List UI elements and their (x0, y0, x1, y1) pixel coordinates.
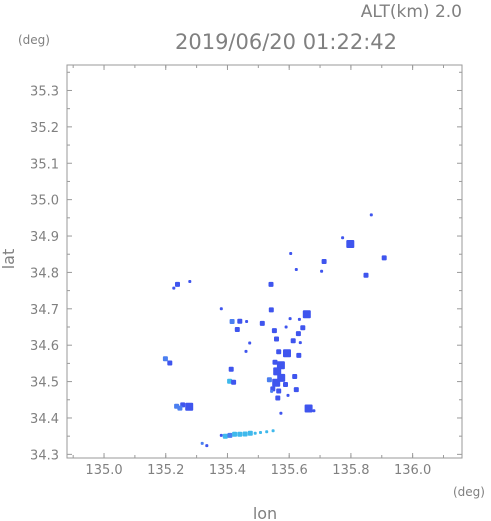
echo-point (320, 269, 324, 273)
echo-point (247, 430, 253, 436)
echo-point (270, 389, 274, 393)
echo-point (200, 441, 204, 445)
echo-point (175, 281, 180, 287)
echo-point (272, 378, 281, 387)
echo-point (232, 431, 238, 437)
echo-point (294, 268, 298, 271)
y-tick-label: 34.3 (30, 448, 59, 463)
y-tick-label: 34.6 (30, 339, 59, 354)
echo-point (271, 429, 275, 433)
echo-point (369, 213, 373, 217)
echo-point (297, 317, 301, 321)
y-tick-label: 35.1 (30, 157, 59, 172)
echo-point (272, 359, 278, 365)
chart-title: 2019/06/20 01:22:42 (175, 30, 397, 54)
x-axis-ticks: 135.0 135.2 135.4 135.6 135.8 136.0 (72, 65, 444, 478)
echo-point (271, 328, 277, 334)
y-tick-label: 34.7 (30, 303, 59, 318)
echo-point (228, 366, 234, 372)
echo-point (381, 255, 387, 261)
echo-point (276, 361, 285, 370)
y-axis-ticks: 34.3 34.4 34.5 34.6 34.7 34.8 34.9 35.0 35.1 35.2… (30, 71, 462, 463)
echo-point (276, 388, 282, 394)
echo-point (296, 352, 302, 358)
x-tick-label: 135.8 (332, 463, 369, 478)
echo-point (172, 286, 176, 290)
x-tick-label: 135.4 (209, 463, 246, 478)
echo-point (302, 310, 311, 319)
echo-point (273, 367, 282, 376)
echo-points (162, 213, 387, 448)
y-tick-label: 34.8 (30, 266, 59, 281)
y-tick-label: 34.9 (30, 230, 59, 245)
echo-point (283, 382, 288, 387)
echo-point (242, 431, 248, 437)
echo-point (231, 379, 237, 385)
echo-point (259, 320, 265, 326)
echo-point (268, 281, 274, 287)
y-unit-label: (deg) (18, 33, 50, 47)
echo-point (292, 374, 298, 379)
echo-point (185, 402, 194, 411)
echo-point (341, 236, 345, 240)
echo-point (219, 433, 223, 437)
plot-frame (66, 64, 463, 459)
echo-point (244, 349, 248, 353)
echo-point (293, 387, 299, 393)
echo-point (234, 327, 240, 332)
echo-point (290, 338, 296, 344)
echo-point (288, 317, 292, 321)
echo-point (286, 393, 290, 397)
echo-point (268, 307, 274, 313)
echo-point (205, 444, 209, 448)
x-tick-label: 135.6 (271, 463, 308, 478)
x-tick-label: 136.0 (394, 463, 431, 478)
echo-point (300, 325, 306, 331)
echo-point (227, 378, 233, 384)
x-unit-label: (deg) (453, 485, 485, 499)
echo-point (266, 377, 272, 383)
echo-point (298, 341, 302, 345)
echo-point (222, 433, 228, 439)
x-tick-label: 135.2 (147, 463, 184, 478)
echo-point (284, 325, 288, 329)
echo-point (289, 252, 293, 255)
y-tick-label: 34.5 (30, 376, 59, 391)
chart-subtitle: ALT(km) 2.0 (361, 2, 462, 22)
echo-point (253, 431, 257, 435)
echo-point (227, 432, 233, 438)
echo-point (346, 240, 355, 248)
echo-point (279, 411, 283, 415)
echo-point (363, 272, 369, 278)
x-axis-label: lon (253, 504, 277, 521)
echo-point (295, 331, 301, 337)
echo-point (304, 404, 313, 413)
echo-point (275, 395, 281, 401)
echo-point (245, 320, 249, 323)
echo-point (177, 405, 183, 411)
echo-point (283, 349, 291, 358)
y-tick-label: 35.2 (30, 121, 59, 136)
echo-point (312, 409, 316, 413)
echo-point (167, 360, 173, 366)
x-tick-label: 135.0 (85, 463, 122, 478)
echo-point (162, 356, 168, 362)
echo-point (188, 280, 192, 283)
echo-point (276, 349, 282, 355)
y-tick-label: 34.4 (30, 412, 59, 427)
echo-point (248, 341, 252, 345)
y-tick-label: 35.0 (30, 194, 59, 209)
echo-point (259, 431, 262, 434)
y-axis-label: lat (0, 249, 18, 270)
y-tick-label: 35.3 (30, 84, 59, 99)
echo-point (237, 431, 243, 437)
echo-point (237, 318, 243, 324)
echo-point (229, 319, 235, 324)
echo-point (265, 430, 269, 434)
echo-point (274, 336, 279, 342)
echo-point (219, 307, 223, 311)
echo-point (321, 259, 327, 264)
